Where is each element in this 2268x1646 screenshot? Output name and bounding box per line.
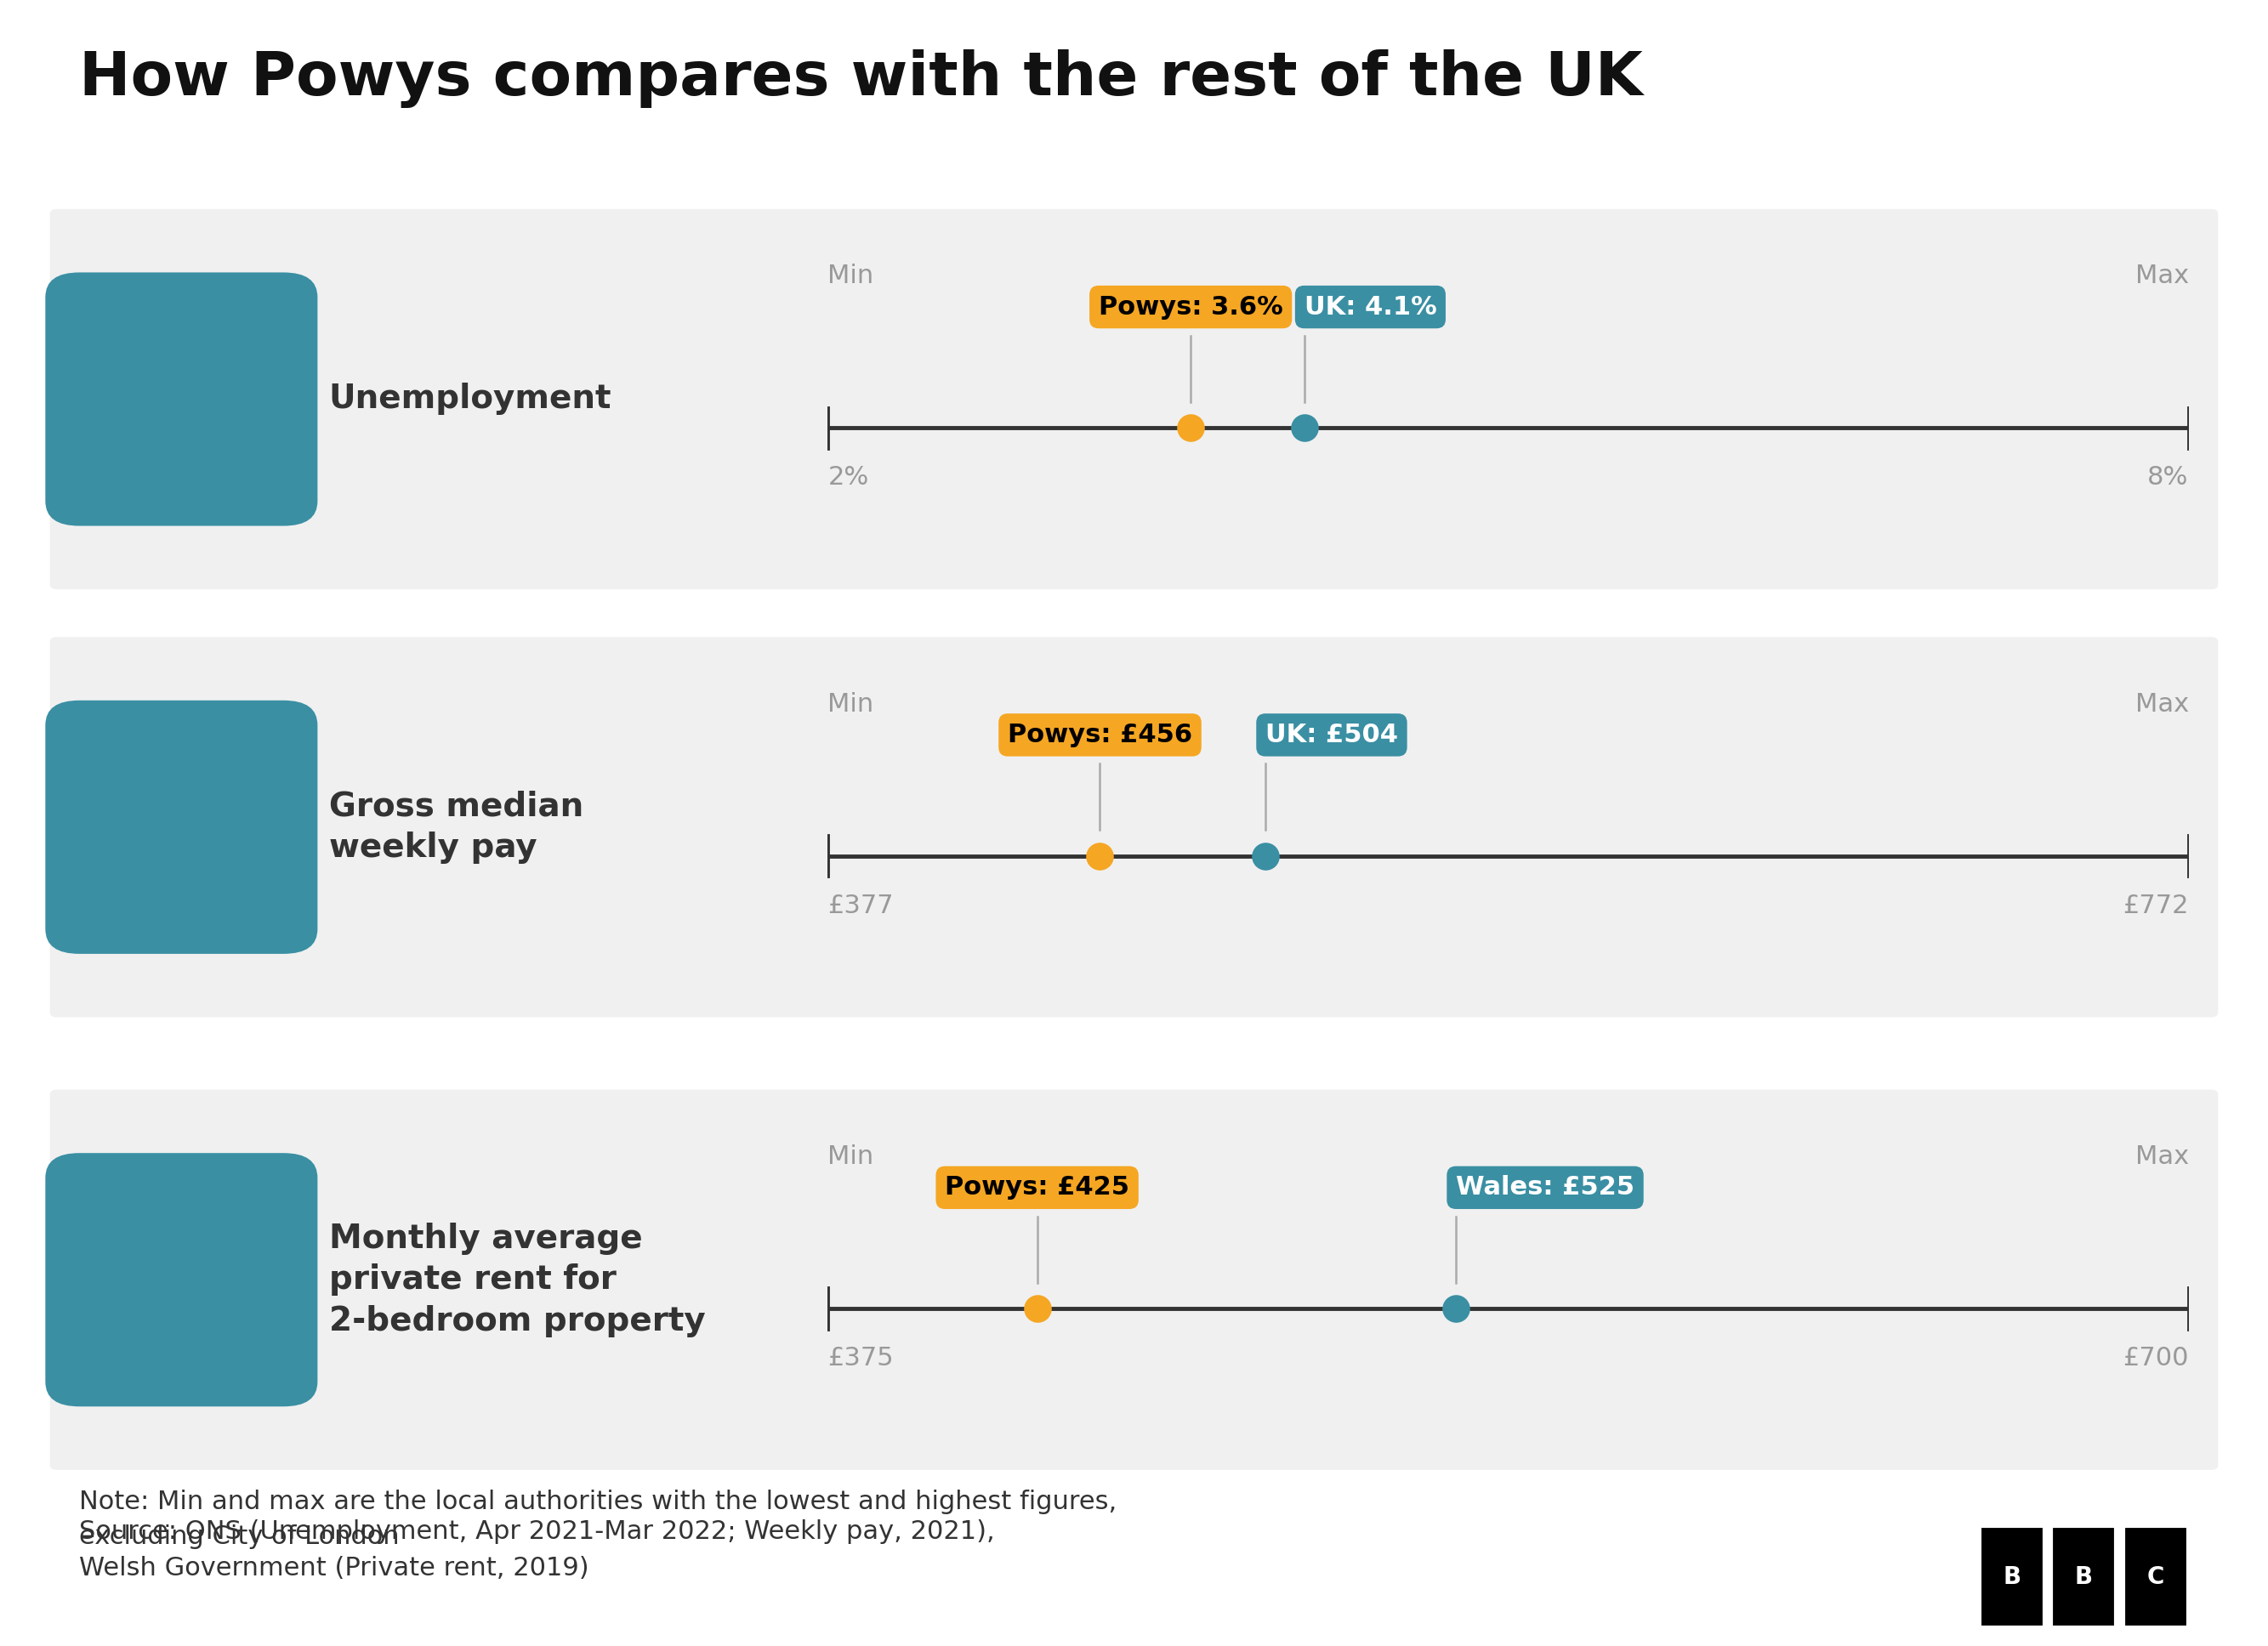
Text: UK: £504: UK: £504 (1266, 723, 1397, 747)
Text: How Powys compares with the rest of the UK: How Powys compares with the rest of the … (79, 49, 1642, 109)
Text: Min: Min (828, 263, 873, 288)
Text: Min: Min (828, 691, 873, 716)
Text: Unemployment: Unemployment (329, 384, 612, 415)
Text: £: £ (172, 815, 191, 839)
Text: Note: Min and max are the local authorities with the lowest and highest figures,: Note: Min and max are the local authorit… (79, 1490, 1118, 1549)
Text: 2%: 2% (828, 466, 869, 491)
Text: £377: £377 (828, 894, 894, 918)
FancyBboxPatch shape (1980, 1526, 2043, 1628)
Text: Max: Max (2134, 1144, 2189, 1169)
FancyBboxPatch shape (109, 392, 254, 471)
Text: Wales: £525: Wales: £525 (1456, 1175, 1635, 1200)
Point (1247, 843, 1284, 869)
Text: Monthly average
private rent for
2-bedroom property: Monthly average private rent for 2-bedro… (329, 1223, 705, 1337)
FancyBboxPatch shape (136, 328, 227, 367)
Text: 8%: 8% (2148, 466, 2189, 491)
Point (1286, 415, 1322, 441)
FancyBboxPatch shape (104, 777, 259, 877)
Point (1018, 1295, 1055, 1322)
Polygon shape (109, 1211, 254, 1276)
Text: Powys: £425: Powys: £425 (946, 1175, 1129, 1200)
FancyBboxPatch shape (2123, 1526, 2189, 1628)
Point (1082, 843, 1118, 869)
Text: UK: 4.1%: UK: 4.1% (1304, 295, 1436, 319)
FancyBboxPatch shape (156, 1304, 206, 1350)
Text: £772: £772 (2123, 894, 2189, 918)
Point (1438, 1295, 1474, 1322)
FancyBboxPatch shape (109, 352, 254, 398)
Text: £375: £375 (828, 1346, 894, 1371)
Point (1173, 415, 1209, 441)
Text: Max: Max (2134, 263, 2189, 288)
Text: Max: Max (2134, 691, 2189, 716)
Text: Gross median
weekly pay: Gross median weekly pay (329, 790, 583, 864)
Text: Powys: £456: Powys: £456 (1007, 723, 1193, 747)
Text: Min: Min (828, 1144, 873, 1169)
Text: B: B (2075, 1565, 2093, 1588)
Text: Powys: 3.6%: Powys: 3.6% (1098, 295, 1284, 319)
FancyBboxPatch shape (166, 390, 197, 408)
Text: £700: £700 (2123, 1346, 2189, 1371)
FancyBboxPatch shape (2050, 1526, 2116, 1628)
FancyBboxPatch shape (125, 1271, 238, 1350)
Text: C: C (2148, 1565, 2164, 1588)
Text: Source: ONS (Unemployment, Apr 2021-Mar 2022; Weekly pay, 2021),
Welsh Governmen: Source: ONS (Unemployment, Apr 2021-Mar … (79, 1519, 996, 1580)
Text: B: B (2003, 1565, 2021, 1588)
Circle shape (150, 795, 213, 859)
